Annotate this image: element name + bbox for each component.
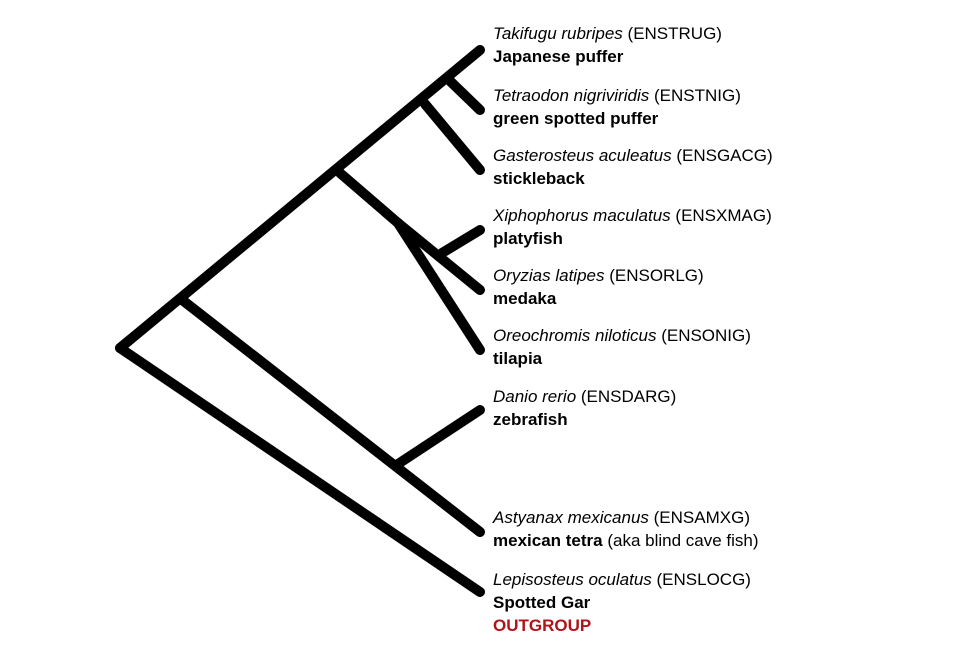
scientific-name: Lepisosteus oculatus <box>493 570 652 589</box>
common-name: mexican tetra <box>493 531 603 550</box>
branch-stickleback <box>425 104 480 170</box>
scientific-name: Astyanax mexicanus <box>493 508 649 527</box>
branch-root-to-top <box>120 50 480 348</box>
branch-green-puffer <box>450 81 480 110</box>
scientific-name: Xiphophorus maculatus <box>493 206 671 225</box>
gene-code: (ENSLOCG) <box>657 570 751 589</box>
taxon-label-oryzias: Oryzias latipes (ENSORLG) medaka <box>493 264 704 310</box>
common-name-note: (aka blind cave fish) <box>607 531 758 550</box>
gene-code: (ENSGACG) <box>676 146 772 165</box>
gene-code: (ENSONIG) <box>661 326 751 345</box>
gene-code: (ENSAMXG) <box>654 508 750 527</box>
scientific-name: Tetraodon nigriviridis <box>493 86 649 105</box>
common-name: platyfish <box>493 227 772 250</box>
common-name: medaka <box>493 287 704 310</box>
gene-code: (ENSDARG) <box>581 387 676 406</box>
scientific-name: Danio rerio <box>493 387 576 406</box>
branch-atherinomorph <box>340 173 398 223</box>
taxon-label-gasterosteus: Gasterosteus aculeatus (ENSGACG) stickle… <box>493 144 773 190</box>
branch-platyfish <box>442 230 480 253</box>
taxon-label-astyanax: Astyanax mexicanus (ENSAMXG) mexican tet… <box>493 506 759 552</box>
branch-root-to-gar <box>120 348 480 592</box>
taxon-label-xiphophorus: Xiphophorus maculatus (ENSXMAG) platyfis… <box>493 204 772 250</box>
taxon-label-takifugu: Takifugu rubripes (ENSTRUG) Japanese puf… <box>493 22 722 68</box>
taxon-label-oreochromis: Oreochromis niloticus (ENSONIG) tilapia <box>493 324 751 370</box>
gene-code: (ENSXMAG) <box>675 206 771 225</box>
taxon-label-lepisosteus: Lepisosteus oculatus (ENSLOCG) Spotted G… <box>493 568 751 637</box>
scientific-name: Takifugu rubripes <box>493 24 623 43</box>
common-name: tilapia <box>493 347 751 370</box>
common-name: green spotted puffer <box>493 107 741 130</box>
common-name: stickleback <box>493 167 773 190</box>
gene-code: (ENSORLG) <box>609 266 703 285</box>
common-name: zebrafish <box>493 408 676 431</box>
scientific-name: Gasterosteus aculeatus <box>493 146 672 165</box>
outgroup-label: OUTGROUP <box>493 614 751 637</box>
gene-code: (ENSTRUG) <box>628 24 722 43</box>
scientific-name: Oryzias latipes <box>493 266 604 285</box>
scientific-name: Oreochromis niloticus <box>493 326 656 345</box>
taxon-label-danio: Danio rerio (ENSDARG) zebrafish <box>493 385 676 431</box>
branch-zebrafish <box>398 410 480 464</box>
gene-code: (ENSTNIG) <box>654 86 741 105</box>
common-name: Spotted Gar <box>493 591 751 614</box>
common-name: Japanese puffer <box>493 45 722 68</box>
taxon-label-tetraodon: Tetraodon nigriviridis (ENSTNIG) green s… <box>493 84 741 130</box>
